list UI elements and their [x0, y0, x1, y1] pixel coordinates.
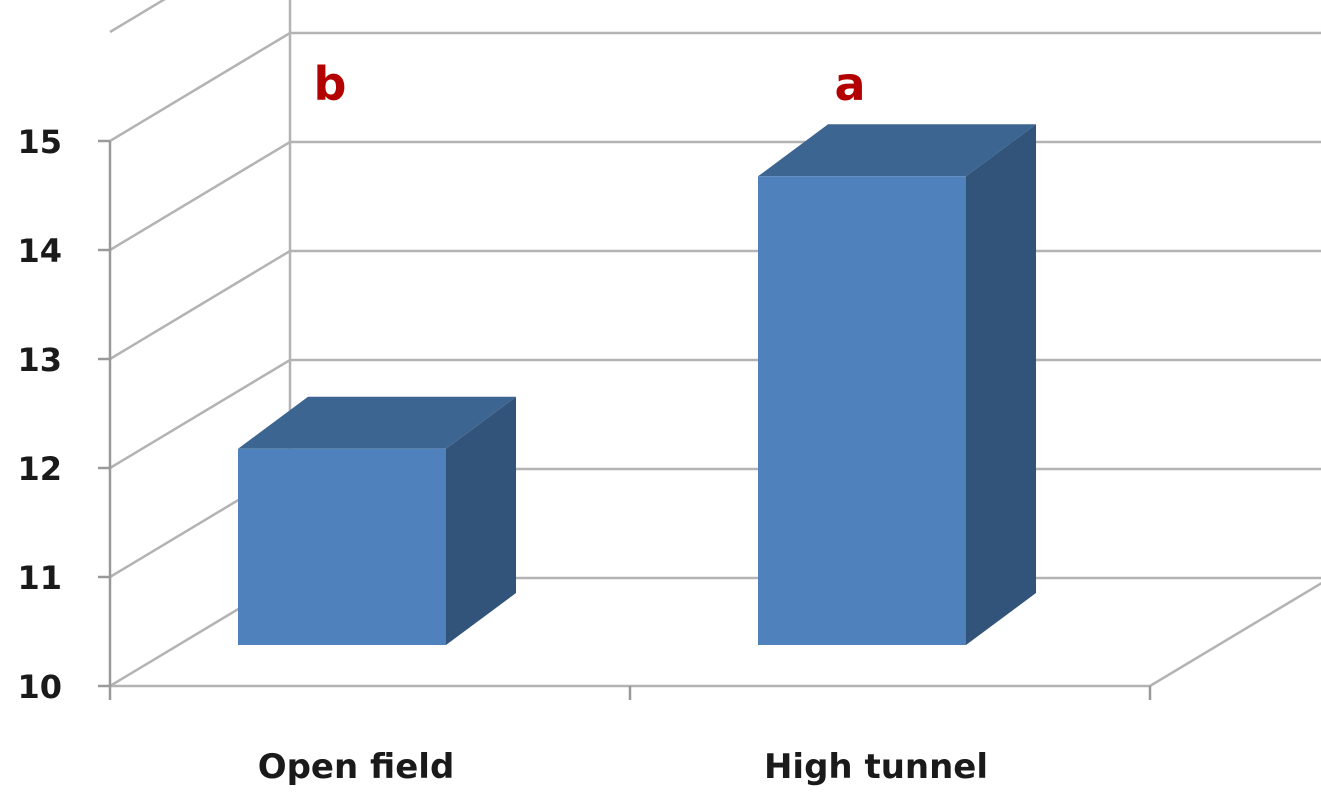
y-tick-label: 10 — [17, 668, 62, 706]
y-tick-label: 11 — [17, 559, 62, 597]
y-tick-label: 14 — [17, 232, 62, 270]
gridline — [109, 0, 166, 34]
significance-letter: a — [834, 57, 865, 111]
x-category-label: Open field — [258, 747, 455, 787]
labels: 10 11 12 13 14 15 Open field b High tunnel a — [17, 57, 988, 787]
gridline — [109, 249, 1321, 361]
y-tick-label: 12 — [17, 450, 62, 488]
y-tick-label: 13 — [17, 341, 62, 379]
bar-side — [446, 396, 516, 645]
x-category-label: High tunnel — [764, 747, 988, 787]
bars — [238, 124, 1036, 646]
bar — [758, 176, 966, 646]
bar-top — [758, 124, 1036, 177]
bar — [238, 448, 446, 645]
axes — [98, 139, 1152, 700]
gridline — [109, 140, 1321, 252]
bar-side — [966, 124, 1036, 646]
gridline — [109, 31, 1321, 143]
significance-letter: b — [314, 57, 347, 111]
y-tick-label: 15 — [17, 123, 62, 161]
bar-top — [238, 396, 516, 449]
